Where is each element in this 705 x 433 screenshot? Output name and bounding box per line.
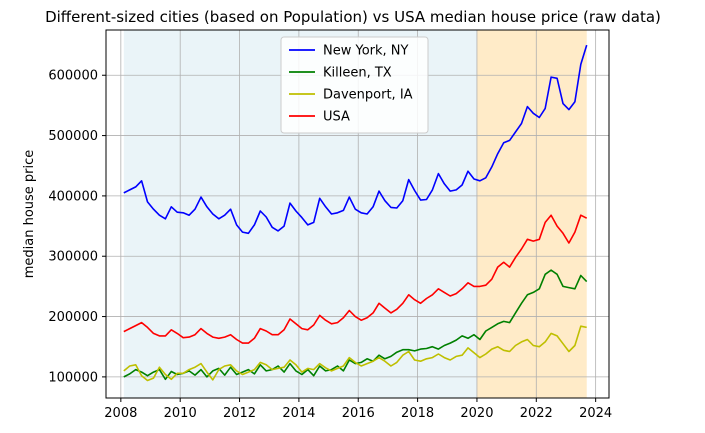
x-tick-label: 2008 (104, 406, 137, 421)
legend-box (280, 36, 429, 134)
plot-frame (105, 29, 610, 399)
legend-label: Davenport, IA (323, 88, 413, 103)
x-tick-label: 2020 (460, 406, 493, 421)
x-tick-label: 2010 (164, 406, 197, 421)
y-axis: 100000 200000 300000 400000 500000 600000 (48, 69, 106, 385)
series-line-2 (123, 325, 587, 382)
x-tick-label: 2024 (579, 406, 612, 421)
x-axis: 2008 2010 2012 2014 2016 2018 2020 2022 2024 (104, 398, 612, 421)
chart-title: Different-sized cities (based on Populat… (45, 8, 661, 26)
legend-label: USA (323, 110, 350, 125)
x-tick-label: 2022 (520, 406, 553, 421)
x-tick-label: 2016 (342, 406, 375, 421)
y-tick-label: 400000 (48, 189, 98, 204)
legend: New York, NY Killeen, TX Davenport, IA USA (280, 36, 429, 134)
x-tick-label: 2018 (401, 406, 434, 421)
legend-label: New York, NY (323, 44, 409, 59)
y-tick-label: 500000 (48, 129, 98, 144)
series-line-3 (123, 214, 588, 344)
shaded-region-1 (476, 30, 587, 398)
y-tick-label: 600000 (48, 69, 98, 84)
y-tick-label: 300000 (48, 250, 98, 265)
x-tick-label: 2014 (282, 406, 315, 421)
series-lines (123, 44, 588, 382)
series-line-0 (123, 44, 588, 235)
y-tick-label: 200000 (48, 310, 98, 325)
x-tick-label: 2012 (223, 406, 256, 421)
series-line-1 (123, 269, 588, 381)
y-axis-label: median house price (22, 150, 37, 279)
y-tick-label: 100000 (48, 370, 98, 385)
legend-label: Killeen, TX (323, 66, 392, 81)
